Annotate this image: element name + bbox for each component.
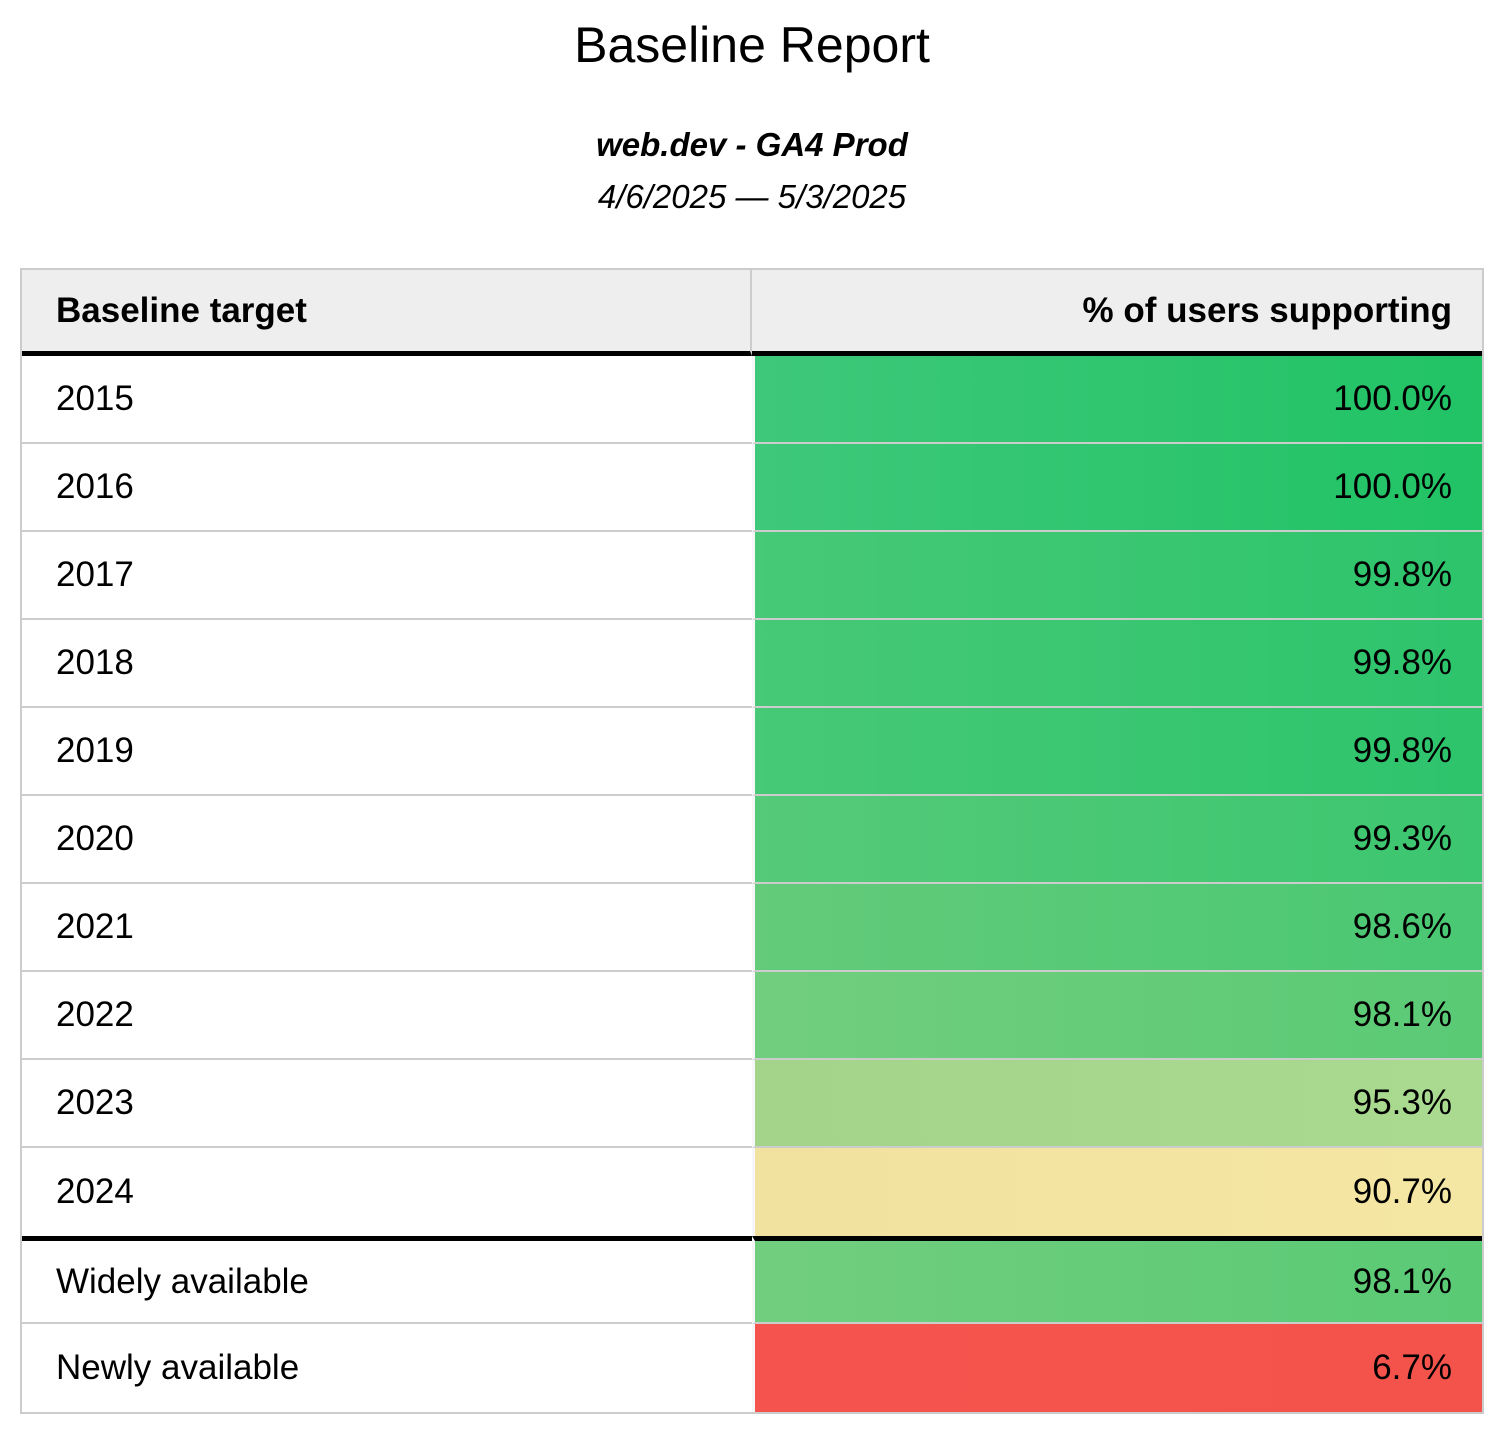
percent-value-cell: 99.8% — [752, 708, 1482, 796]
percent-value-cell: 95.3% — [752, 1060, 1482, 1148]
column-header-percent-users: % of users supporting — [752, 270, 1482, 356]
percent-value-cell: 99.8% — [752, 532, 1482, 620]
percent-value-cell: 99.8% — [752, 620, 1482, 708]
table-row: 2017 99.8% — [22, 532, 1482, 620]
baseline-target-cell: 2022 — [22, 972, 752, 1060]
baseline-table: Baseline target % of users supporting 20… — [20, 268, 1484, 1414]
baseline-target-cell: 2016 — [22, 444, 752, 532]
table-row: Widely available 98.1% — [22, 1236, 1482, 1324]
table-body: 2015 100.0% 2016 100.0% 2017 99.8% 2018 … — [22, 356, 1482, 1412]
baseline-target-cell: 2024 — [22, 1148, 752, 1236]
table-row: 2024 90.7% — [22, 1148, 1482, 1236]
report-property-name: web.dev - GA4 Prod — [596, 126, 908, 163]
percent-value-cell: 100.0% — [752, 444, 1482, 532]
percent-value-cell: 99.3% — [752, 796, 1482, 884]
baseline-target-cell: 2023 — [22, 1060, 752, 1148]
table-row: Newly available 6.7% — [22, 1324, 1482, 1412]
report-page: Baseline Report web.dev - GA4 Prod 4/6/2… — [0, 16, 1504, 1414]
baseline-target-cell: 2018 — [22, 620, 752, 708]
report-header: Baseline Report web.dev - GA4 Prod 4/6/2… — [0, 16, 1504, 216]
table-row: 2023 95.3% — [22, 1060, 1482, 1148]
table-row: 2016 100.0% — [22, 444, 1482, 532]
percent-value-cell: 98.6% — [752, 884, 1482, 972]
table-row: 2015 100.0% — [22, 356, 1482, 444]
baseline-target-cell: Widely available — [22, 1236, 752, 1324]
table-header: Baseline target % of users supporting — [22, 270, 1482, 356]
page-title: Baseline Report — [574, 17, 930, 73]
percent-value-cell: 100.0% — [752, 356, 1482, 444]
table-header-row: Baseline target % of users supporting — [22, 270, 1482, 356]
table-row: 2018 99.8% — [22, 620, 1482, 708]
baseline-target-cell: Newly available — [22, 1324, 752, 1412]
baseline-target-cell: 2021 — [22, 884, 752, 972]
baseline-target-cell: 2020 — [22, 796, 752, 884]
percent-value-cell: 98.1% — [752, 1236, 1482, 1324]
table-row: 2022 98.1% — [22, 972, 1482, 1060]
report-date-range: 4/6/2025 — 5/3/2025 — [597, 178, 907, 215]
baseline-target-cell: 2017 — [22, 532, 752, 620]
baseline-target-cell: 2019 — [22, 708, 752, 796]
table-row: 2020 99.3% — [22, 796, 1482, 884]
percent-value-cell: 98.1% — [752, 972, 1482, 1060]
percent-value-cell: 6.7% — [752, 1324, 1482, 1412]
percent-value-cell: 90.7% — [752, 1148, 1482, 1236]
column-header-baseline-target: Baseline target — [22, 270, 752, 356]
baseline-target-cell: 2015 — [22, 356, 752, 444]
table-row: 2021 98.6% — [22, 884, 1482, 972]
table-row: 2019 99.8% — [22, 708, 1482, 796]
